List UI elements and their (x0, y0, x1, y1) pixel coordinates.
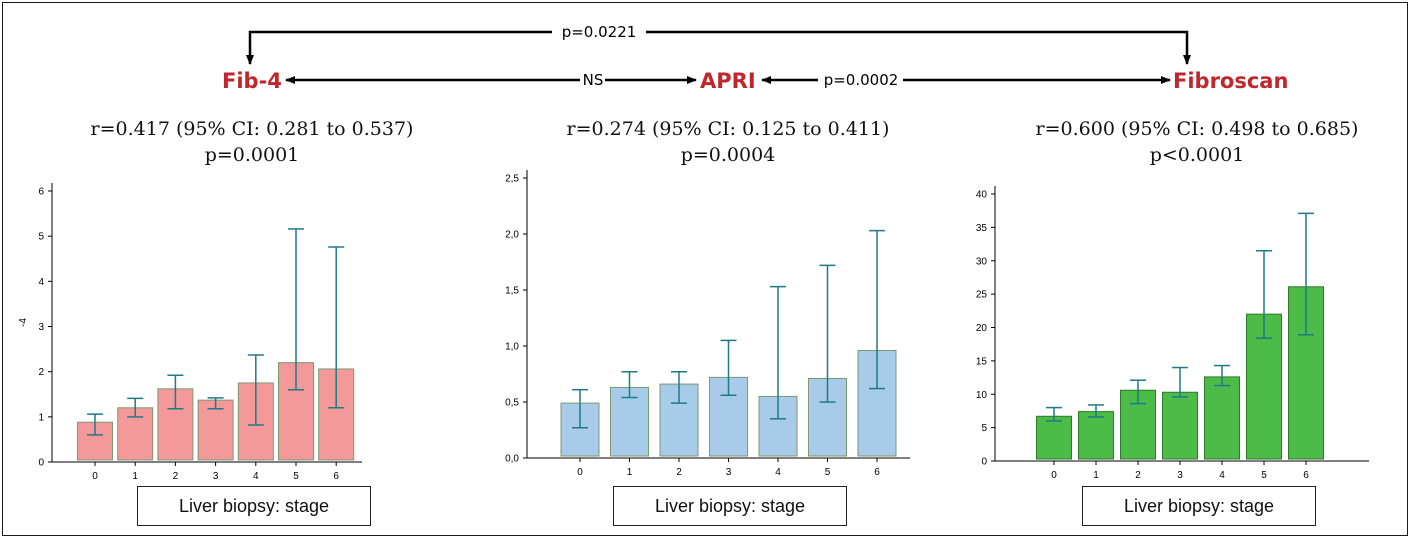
fib4-y-tick-label: 0 (38, 458, 44, 469)
fib4-y-tick-label: 1 (38, 412, 44, 423)
fib4-bar (77, 421, 113, 461)
fibroscan-correlation-stat: r=0.600 (95% CI: 0.498 to 0.685) (1035, 118, 1359, 140)
fibroscan-y-tick-label: 15 (976, 356, 988, 367)
fibroscan-x-tick-label: 0 (1051, 470, 1057, 481)
fib4-x-tick-label: 6 (333, 471, 339, 482)
fibroscan-bar (1204, 376, 1240, 460)
comparison-header: p=0.0221 NS p=0.0002 Fib-4 APRI Fibrosca… (222, 23, 1288, 93)
apri-x-tick-label: 2 (676, 467, 682, 478)
fibroscan-x-tick-label: 2 (1135, 470, 1141, 481)
apri-x-tick-label: 6 (874, 467, 880, 478)
fib4-x-tick-label: 2 (173, 471, 179, 482)
apri-x-axis-caption: Liver biopsy: stage (613, 486, 847, 526)
fibroscan-y-tick-label: 10 (976, 390, 988, 401)
apri-x-tick-label: 5 (825, 467, 831, 478)
apri-x-tick-label: 1 (627, 467, 633, 478)
fibroscan-y-tick-label: 5 (981, 423, 987, 434)
fibroscan-x-tick-label: 1 (1093, 470, 1099, 481)
apri-x-tick-label: 4 (775, 467, 781, 478)
method-label-fibroscan: Fibroscan (1173, 69, 1288, 93)
fibroscan-y-tick-label: 20 (976, 323, 988, 334)
fibroscan-x-tick-label: 3 (1177, 470, 1183, 481)
apri-p-value: p=0.0004 (680, 144, 776, 166)
fibroscan-x-tick-label: 4 (1219, 470, 1225, 481)
fib4-x-tick-label: 1 (132, 471, 138, 482)
top-comparison-arrow-right (646, 30, 1191, 65)
fib4-y-tick-label: 4 (38, 277, 44, 288)
apri-y-tick-label: 0,5 (505, 398, 519, 409)
apri-fibroscan-label: p=0.0002 (824, 71, 899, 89)
apri-x-tick-label: 0 (577, 467, 583, 478)
apri-x-tick-label: 3 (726, 467, 732, 478)
fib4-y-tick-label: 3 (38, 322, 44, 333)
fib4-x-tick-label: 4 (253, 471, 259, 482)
fib4-y-axis-label: -4 (18, 318, 29, 327)
apri-y-tick-label: 0,0 (505, 454, 519, 465)
fibroscan-bar (1078, 411, 1114, 460)
method-label-fib4: Fib-4 (222, 69, 282, 93)
apri-y-tick-label: 2,5 (505, 174, 519, 185)
fibroscan-x-tick-label: 5 (1261, 470, 1267, 481)
fib4-bar (197, 399, 234, 461)
fib4-y-tick-label: 6 (38, 187, 44, 198)
fibroscan-p-value: p<0.0001 (1149, 144, 1245, 166)
fibroscan-y-tick-label: 40 (976, 190, 988, 201)
apri-y-tick-label: 1,5 (505, 286, 519, 297)
method-label-apri: APRI (700, 69, 756, 93)
fibroscan-bar (1120, 389, 1156, 460)
fib4-y-tick-label: 5 (38, 232, 44, 243)
fib4-y-tick-label: 2 (38, 367, 44, 378)
fib4-p-value: p=0.0001 (204, 144, 300, 166)
fibroscan-y-tick-label: 35 (976, 223, 988, 234)
fib4-apri-label: NS (583, 71, 604, 89)
fibroscan-x-tick-label: 6 (1303, 470, 1309, 481)
top-comparison-label: p=0.0221 (562, 23, 637, 41)
apri-y-tick-label: 1,0 (505, 342, 519, 353)
apri-bar (560, 402, 600, 457)
fibroscan-bar (1036, 415, 1072, 460)
apri-bar (610, 386, 649, 457)
fib4-correlation-stat: r=0.417 (95% CI: 0.281 to 0.537) (90, 118, 414, 140)
apri-correlation-stat: r=0.274 (95% CI: 0.125 to 0.411) (566, 118, 890, 140)
top-comparison-arrow (246, 30, 552, 65)
fibroscan-y-tick-label: 30 (976, 256, 988, 267)
fib4-x-tick-label: 5 (293, 471, 299, 482)
fibroscan-bar (1162, 391, 1198, 460)
fib4-x-axis-caption: Liver biopsy: stage (137, 486, 371, 526)
fib4-x-tick-label: 0 (92, 471, 98, 482)
fibroscan-y-tick-label: 0 (981, 457, 987, 468)
fibroscan-y-tick-label: 25 (976, 290, 988, 301)
apri-y-tick-label: 2,0 (505, 230, 519, 241)
fib4-x-tick-label: 3 (213, 471, 219, 482)
fibroscan-x-axis-caption: Liver biopsy: stage (1082, 486, 1316, 526)
